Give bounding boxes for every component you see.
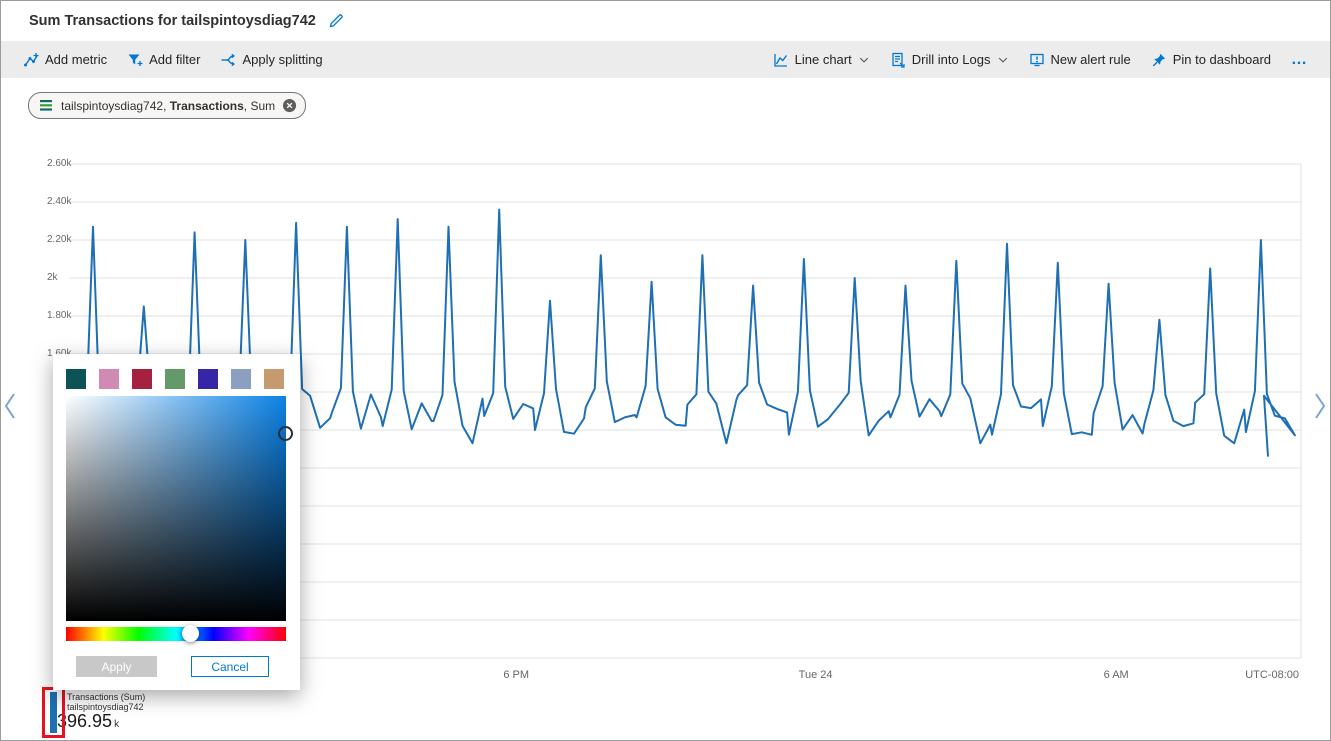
y-axis-tick: 2.60k [47, 158, 72, 169]
color-swatch[interactable] [264, 369, 284, 389]
pin-to-dashboard-label: Pin to dashboard [1172, 52, 1271, 67]
chevron-down-icon [859, 57, 868, 63]
y-axis-tick: 1.80k [47, 310, 72, 321]
header: Sum Transactions for tailspintoysdiag742 [1, 1, 1330, 41]
more-options-button[interactable]: … [1281, 41, 1318, 78]
pin-icon [1152, 53, 1165, 66]
chart-type-dropdown[interactable]: Line chart [763, 41, 880, 78]
color-swatch[interactable] [165, 369, 185, 389]
chart-type-label: Line chart [794, 52, 852, 67]
chart-scroll-left-button[interactable] [3, 390, 17, 427]
x-axis-tick: Tue 24 [798, 669, 833, 681]
x-axis-tick: 6 PM [503, 669, 530, 681]
y-axis-tick: 2.40k [47, 196, 72, 207]
pin-to-dashboard-button[interactable]: Pin to dashboard [1141, 41, 1281, 78]
page-title: Sum Transactions for tailspintoysdiag742 [29, 13, 316, 29]
drill-into-logs-label: Drill into Logs [911, 52, 991, 67]
apply-splitting-button[interactable]: Apply splitting [210, 41, 332, 78]
pencil-icon [329, 14, 343, 28]
chevron-right-icon [1315, 393, 1326, 419]
remove-metric-button[interactable] [282, 98, 297, 113]
color-swatch[interactable] [66, 369, 86, 389]
legend-color-bar[interactable] [50, 692, 57, 733]
metric-pill[interactable]: tailspintoysdiag742, Transactions, Sum [28, 92, 307, 119]
color-swatch[interactable] [231, 369, 251, 389]
hue-slider-handle[interactable] [182, 625, 200, 642]
color-swatch[interactable] [198, 369, 218, 389]
color-swatch-row [66, 369, 284, 389]
apply-splitting-label: Apply splitting [242, 52, 323, 67]
add-metric-icon [24, 52, 39, 66]
x-axis-tick: 6 AM [1103, 669, 1129, 681]
color-swatch[interactable] [99, 369, 119, 389]
metric-resource-icon [40, 100, 52, 111]
new-alert-rule-label: New alert rule [1050, 52, 1131, 67]
saturation-value-gradient[interactable] [66, 396, 286, 621]
y-axis-tick: 2k [47, 272, 58, 283]
apply-button[interactable]: Apply [76, 656, 157, 677]
legend-series-label: Transactions (Sum) [67, 692, 146, 702]
legend-value-unit: k [114, 719, 120, 730]
drill-into-logs-dropdown[interactable]: Drill into Logs [880, 41, 1019, 78]
legend-resource-label: tailspintoysdiag742 [67, 702, 144, 712]
cancel-button[interactable]: Cancel [191, 656, 269, 677]
add-filter-icon [128, 54, 143, 66]
command-bar-right: Line chart Drill into Logs [763, 41, 1318, 78]
new-alert-icon [1029, 53, 1044, 66]
timezone-label: UTC-08:00 [1245, 669, 1299, 681]
color-swatch[interactable] [132, 369, 152, 389]
legend-value-number: 396.95 [57, 711, 113, 731]
pill-aggregation: , Sum [243, 98, 276, 113]
ellipsis-icon: … [1291, 50, 1308, 68]
line-chart-icon [773, 53, 787, 67]
chevron-left-icon [4, 393, 15, 419]
gradient-selector-handle[interactable] [278, 426, 293, 442]
pill-resource: tailspintoysdiag742, [61, 98, 170, 113]
metric-pill-row: tailspintoysdiag742, Transactions, Sum [28, 92, 1330, 119]
add-filter-label: Add filter [149, 52, 201, 67]
y-axis-tick: 1.60k [47, 348, 71, 359]
chart-scroll-right-button[interactable] [1313, 390, 1327, 427]
command-bar: Add metric Add filter Apply splitting [1, 41, 1330, 78]
pill-metric: Transactions [169, 98, 244, 113]
hue-slider[interactable] [66, 627, 286, 641]
metric-pill-text: tailspintoysdiag742, Transactions, Sum [61, 99, 275, 113]
y-axis-tick: 2.20k [47, 234, 72, 245]
add-metric-button[interactable]: Add metric [13, 41, 117, 78]
drill-logs-icon [892, 52, 905, 68]
new-alert-rule-button[interactable]: New alert rule [1019, 41, 1141, 78]
close-icon [283, 98, 297, 113]
edit-title-button[interactable] [328, 13, 344, 29]
apply-splitting-icon [221, 53, 236, 66]
add-metric-label: Add metric [45, 52, 108, 67]
legend-total-value: 396.95 k [57, 711, 119, 732]
color-picker-popup: Apply Cancel [53, 354, 300, 690]
add-filter-button[interactable]: Add filter [117, 41, 210, 78]
chevron-down-icon [998, 57, 1007, 63]
